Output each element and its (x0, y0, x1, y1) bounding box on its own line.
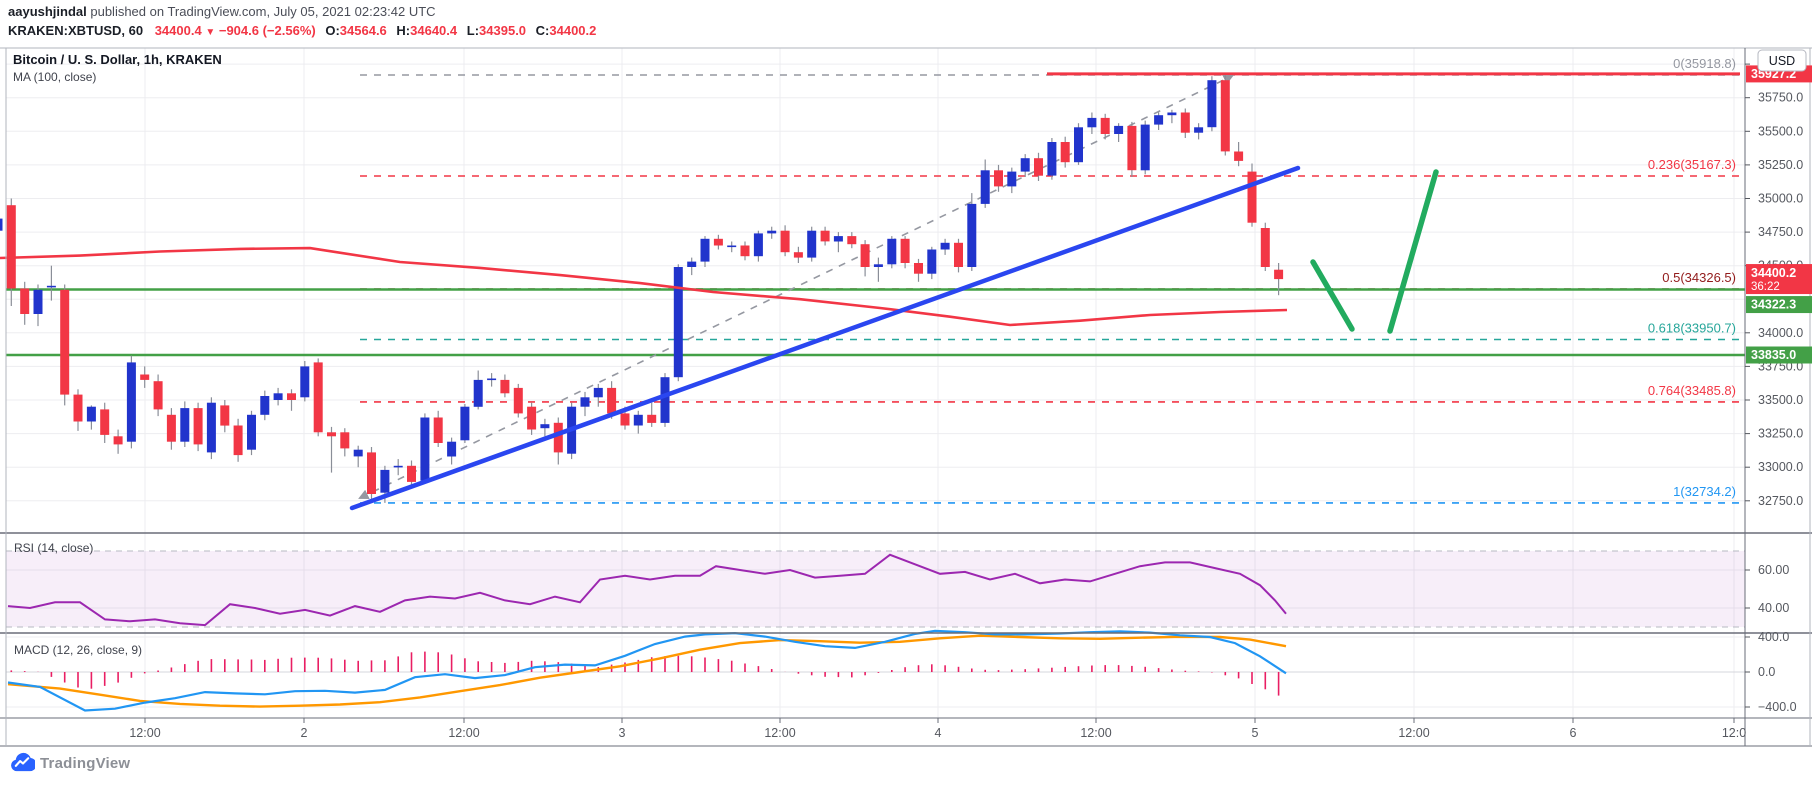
svg-text:32750.0: 32750.0 (1758, 494, 1803, 508)
svg-text:34000.0: 34000.0 (1758, 326, 1803, 340)
chart-title: Bitcoin / U. S. Dollar, 1h, KRAKEN (13, 52, 222, 67)
svg-text:400.0: 400.0 (1758, 630, 1789, 644)
high-label: H: (396, 23, 411, 38)
price-change: −904.6 (−2.56%) (218, 23, 316, 38)
byline: aayushjindal published on TradingView.co… (8, 3, 436, 20)
svg-text:33000.0: 33000.0 (1758, 460, 1803, 474)
svg-text:0.236(35167.3): 0.236(35167.3) (1648, 157, 1736, 172)
rsi-axis[interactable]: 60.00 40.00 (1745, 563, 1789, 615)
footer-brand: TradingView (10, 752, 130, 774)
svg-text:12:00: 12:00 (1080, 726, 1111, 740)
bounce-projection-lines[interactable] (1310, 169, 1439, 334)
macd-pane-label: MACD (12, 26, close, 9) (14, 643, 143, 657)
svg-text:0(35918.8): 0(35918.8) (1673, 56, 1736, 71)
svg-text:34750.0: 34750.0 (1758, 225, 1803, 239)
svg-text:12:00: 12:00 (1398, 726, 1429, 740)
svg-text:33835.0: 33835.0 (1751, 348, 1796, 362)
svg-text:35750.0: 35750.0 (1758, 91, 1803, 105)
svg-text:3: 3 (619, 726, 626, 740)
svg-text:USD: USD (1769, 54, 1795, 68)
tradingview-logo-icon (11, 752, 35, 772)
support1-price-badge (1746, 296, 1812, 314)
ma-100-line[interactable] (0, 246, 1288, 327)
rsi-band (6, 550, 1745, 628)
svg-text:40.00: 40.00 (1758, 601, 1789, 615)
svg-text:2: 2 (301, 726, 308, 740)
low-value: 34395.0 (479, 23, 527, 38)
candles (0, 75, 1284, 503)
svg-text:34322.3: 34322.3 (1751, 298, 1796, 312)
svg-text:33500.0: 33500.0 (1758, 393, 1803, 407)
svg-text:35000.0: 35000.0 (1758, 192, 1803, 206)
ascending-trendline[interactable] (349, 165, 1301, 511)
byline-text: published on TradingView.com, July 05, 2… (86, 4, 436, 19)
svg-text:0.764(33485.8): 0.764(33485.8) (1648, 383, 1736, 398)
low-label: L: (466, 23, 480, 38)
chart-legend: Bitcoin / U. S. Dollar, 1h, KRAKEN MA (1… (13, 52, 222, 84)
svg-text:0.618(33950.7): 0.618(33950.7) (1648, 321, 1736, 336)
down-triangle-icon: ▼ (205, 27, 216, 38)
macd-histogram (10, 651, 1280, 696)
last-price-badge (1746, 264, 1812, 295)
svg-text:12:00: 12:00 (764, 726, 795, 740)
close-value: 34400.2 (549, 23, 597, 38)
svg-text:35500.0: 35500.0 (1758, 124, 1803, 138)
svg-text:12:0: 12:0 (1722, 726, 1746, 740)
currency-toggle[interactable]: USD (1757, 49, 1807, 72)
symbol-interval: KRAKEN:XBTUSD, 60 (8, 23, 144, 38)
svg-text:0.0: 0.0 (1758, 665, 1775, 679)
close-label: C: (535, 23, 550, 38)
high-value: 34640.4 (410, 23, 458, 38)
macd-axis[interactable]: 400.0 0.0 −400.0 (1745, 630, 1797, 714)
last-price: 34400.4 (154, 23, 202, 38)
trend-arrow[interactable] (358, 74, 1234, 500)
macd-signal-line (7, 634, 1287, 708)
svg-text:60.00: 60.00 (1758, 563, 1789, 577)
quote-line: KRAKEN:XBTUSD, 60 34400.4 ▼ −904.6 (−2.5… (8, 22, 596, 41)
svg-text:36:22: 36:22 (1751, 281, 1780, 293)
svg-text:−400.0: −400.0 (1758, 700, 1797, 714)
support2-price-badge (1746, 346, 1812, 364)
open-label: O: (325, 23, 340, 38)
fib-retracement[interactable]: 0(35918.8) 0.236(35167.3) 0.5(34326.5) 0.61… (360, 56, 1740, 504)
svg-text:0.5(34326.5): 0.5(34326.5) (1662, 270, 1736, 285)
time-axis[interactable]: 12:00 2 12:00 3 12:00 4 12:00 5 12:00 6 12:0 (129, 726, 1746, 740)
svg-text:34400.2: 34400.2 (1751, 266, 1796, 280)
rsi-line (7, 553, 1287, 627)
ma-legend: MA (100, close) (13, 70, 97, 84)
brand-name: TradingView (40, 754, 131, 772)
svg-text:12:00: 12:00 (448, 726, 479, 740)
svg-text:4: 4 (935, 726, 942, 740)
rsi-pane-label: RSI (14, close) (14, 541, 94, 555)
byline-author: aayushjindal (8, 4, 87, 19)
macd-line (7, 629, 1287, 712)
svg-text:5: 5 (1252, 726, 1259, 740)
svg-text:35250.0: 35250.0 (1758, 158, 1803, 172)
svg-text:6: 6 (1570, 726, 1577, 740)
svg-text:33250.0: 33250.0 (1758, 427, 1803, 441)
open-value: 34564.6 (339, 23, 387, 38)
svg-text:12:00: 12:00 (129, 726, 160, 740)
svg-text:1(32734.2): 1(32734.2) (1673, 484, 1736, 499)
